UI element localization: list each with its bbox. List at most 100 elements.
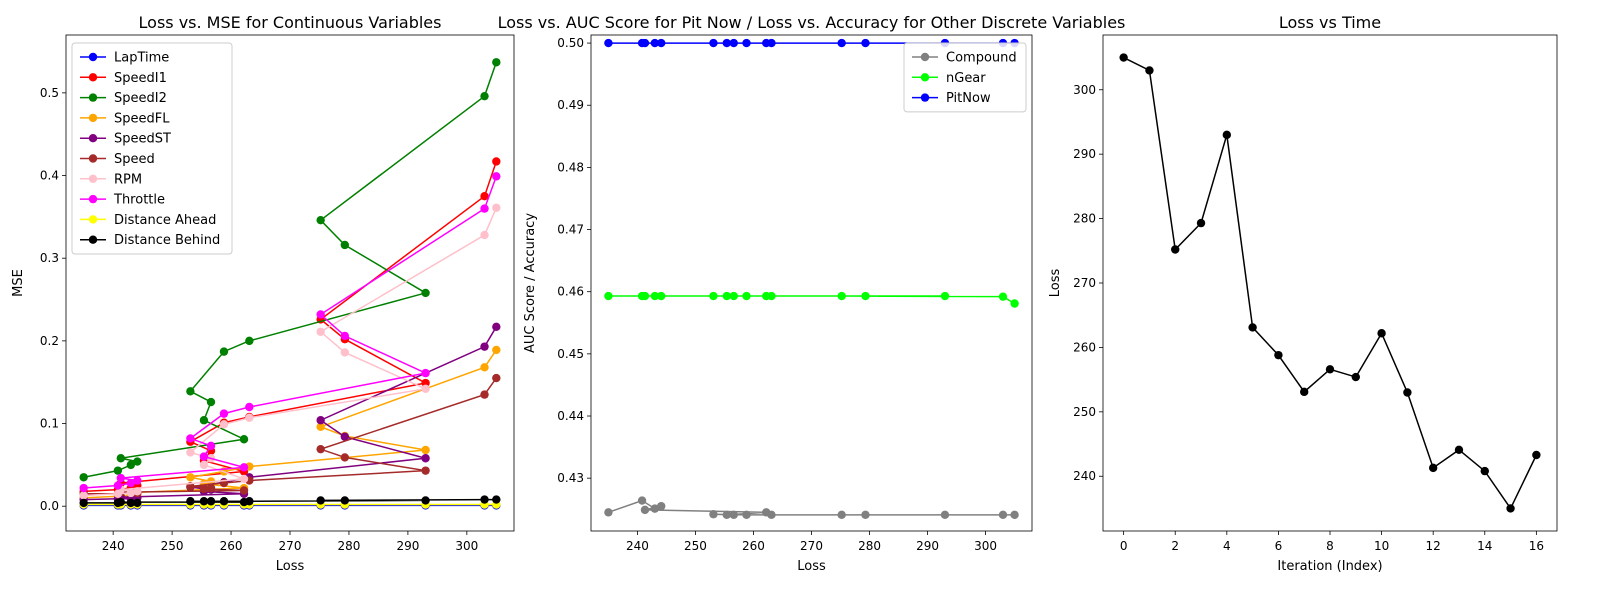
data-point [762,508,771,517]
x-axis-label: Iteration (Index) [1277,559,1382,574]
data-point [199,497,209,506]
data-point [421,496,430,505]
data-point [650,38,660,48]
data-point [133,498,142,508]
y-tick-label: 280 [1073,212,1096,226]
data-point [480,495,489,504]
data-point [126,498,136,508]
series-line [83,326,497,501]
data-point [126,488,136,498]
chart-panel-2: Loss vs. AUC Score for Pit Now / Loss vs… [498,13,1126,574]
chart-title: Loss vs Time [1279,13,1381,32]
data-point [340,496,350,505]
data-point [742,291,751,301]
data-point [480,363,489,372]
data-point [219,497,229,506]
data-point [79,491,88,500]
legend-label: Distance Behind [114,233,220,248]
x-tick-label: 270 [279,539,302,553]
y-tick-label: 0.50 [557,36,584,50]
x-tick-label: 4 [1223,539,1231,553]
data-point [637,38,647,48]
x-tick-label: 250 [684,539,707,553]
legend: Compound nGear PitNow [903,42,1027,113]
data-point [492,322,501,332]
y-tick-label: 0.1 [40,417,59,431]
data-point [126,478,136,488]
x-tick-label: 290 [916,539,939,553]
legend-swatch-marker [88,194,98,204]
legend-swatch-marker [920,52,930,62]
data-point [421,384,430,394]
data-point [837,38,846,48]
y-tick-label: 260 [1073,340,1096,354]
y-tick-label: 0.45 [557,347,584,361]
data-point [79,473,88,482]
data-point [637,496,647,505]
data-point [133,476,142,485]
legend-label: Throttle [113,193,165,208]
data-point [316,496,325,505]
data-point [480,204,489,213]
data-point [1403,388,1412,397]
data-point [650,291,660,301]
data-point [722,510,731,520]
x-tick-label: 12 [1426,539,1441,553]
y-tick-label: 300 [1073,83,1096,97]
data-point [239,474,249,484]
data-point [116,473,126,483]
x-tick-label: 300 [974,539,997,553]
data-point [340,432,350,441]
data-point [480,342,489,351]
legend-label: SpeedI2 [114,91,167,106]
axes-frame [590,34,1033,532]
data-point [245,336,254,346]
data-point [340,453,350,462]
data-point [492,172,501,181]
legend-swatch-marker [88,52,98,62]
data-point [1506,504,1515,513]
x-tick-label: 260 [220,539,243,553]
data-point [709,291,718,301]
y-tick-label: 0.5 [40,86,59,100]
data-point [657,501,666,511]
data-point [340,331,350,341]
x-tick-label: 260 [742,539,765,553]
series-ngear [604,291,1019,308]
chart-panel-3: Loss vs Time Iteration (Index) Loss 0 2 4 6 8 10… [1048,13,1558,574]
x-axis-label: Loss [797,559,826,574]
data-point [113,498,123,508]
data-point [657,291,666,301]
data-point [316,416,325,425]
data-point [79,483,88,493]
data-point [421,445,430,455]
data-point [640,505,650,515]
data-point [1145,66,1154,75]
chart-panel-1: Loss vs. MSE for Continuous Variables Los… [11,13,515,574]
legend-label: PitNow [946,91,991,106]
data-point [492,157,501,166]
series-throttle [79,172,501,493]
y-tick-label: 250 [1073,405,1096,419]
data-point [762,291,771,301]
data-point [113,481,123,490]
axes-frame [65,34,515,532]
data-point [722,38,731,48]
x-tick-label: 2 [1171,539,1179,553]
data-point [1171,245,1180,254]
data-point [133,487,142,496]
data-point [186,448,195,457]
data-point [126,460,136,470]
data-point [861,38,870,48]
legend-label: nGear [946,71,986,86]
data-point [186,473,195,482]
legend-swatch-marker [88,235,98,244]
data-point [421,454,430,463]
data-point [1377,329,1386,338]
data-point [1119,53,1128,62]
series-distance-behind [79,495,501,508]
data-point [245,413,254,422]
x-tick-label: 0 [1120,539,1128,553]
data-point [239,497,249,507]
x-tick-label: 8 [1326,539,1334,553]
